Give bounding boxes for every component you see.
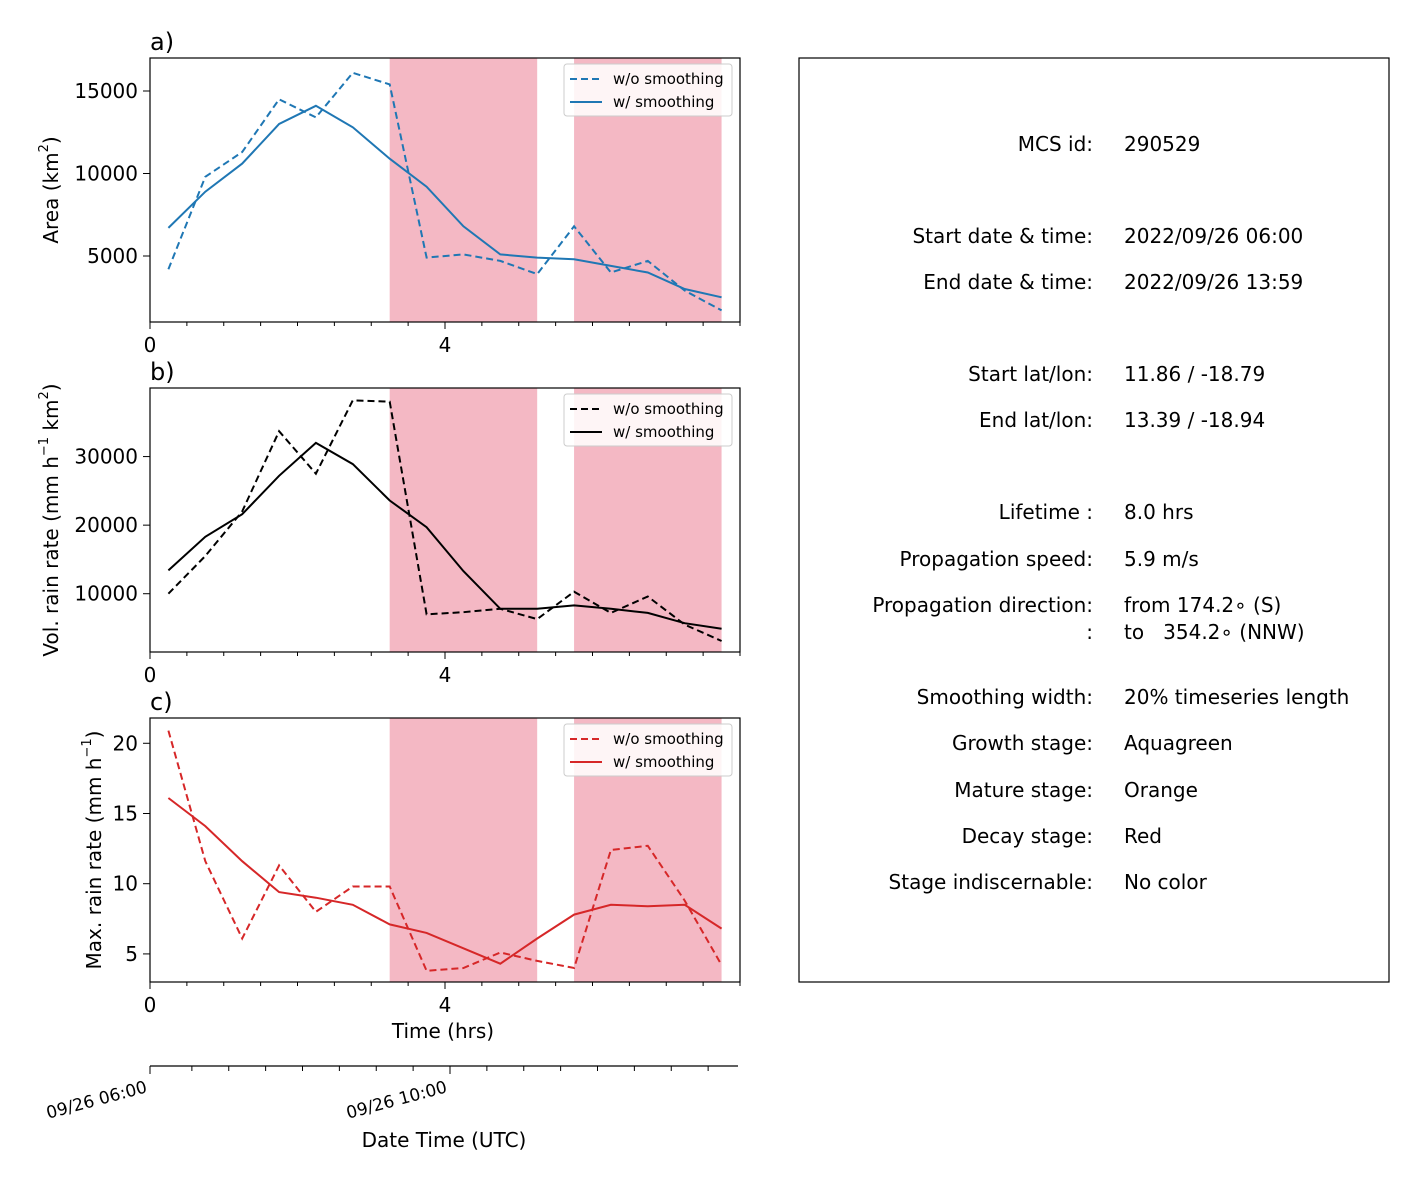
info-value: 20% timeseries length — [1124, 685, 1349, 709]
legend-entry: w/o smoothing — [613, 400, 724, 418]
date-time-axis: 09/26 06:00 09/26 10:00 Date Time (UTC) — [44, 1065, 738, 1152]
legend-box — [563, 723, 733, 777]
panel-area: 0 4 5000 10000 15000 a) Area (km2) w/o smoothin… — [37, 28, 741, 357]
x-tick-label: 0 — [144, 663, 157, 687]
y-tick-label: 20000 — [74, 513, 138, 537]
y-tick-label: 10 — [113, 872, 138, 896]
series-line-without-smoothing — [167, 71, 723, 312]
legend-entry: w/o smoothing — [613, 730, 724, 748]
y-axis-label-superscript: −1 — [37, 437, 52, 456]
info-label: Smoothing width: — [917, 685, 1093, 709]
info-value: No color — [1124, 870, 1208, 894]
date-tick-label: 09/26 10:00 — [344, 1078, 449, 1124]
info-label: Decay stage: — [962, 824, 1093, 848]
stage-shading-band — [389, 58, 538, 322]
y-axis-label: Max. rain rate (mm h−1) — [80, 731, 106, 970]
info-label: End date & time: — [923, 270, 1093, 294]
series-line-without-smoothing — [167, 730, 723, 972]
info-value: 11.86 / -18.79 — [1124, 362, 1265, 386]
info-value: from 174.2∘ (S) — [1124, 593, 1281, 617]
info-value: 2022/09/26 13:59 — [1124, 270, 1303, 294]
y-tick-label: 10000 — [74, 582, 138, 606]
y-tick-label: 15 — [113, 801, 138, 825]
y-axis-label-superscript: 2 — [37, 144, 52, 152]
info-label: Propagation speed: — [900, 547, 1093, 571]
info-label: Propagation direction: — [872, 593, 1093, 617]
panel-volumetric-rain-rate: 0 4 10000 20000 30000 b) Vol. rain rate (mm h−… — [37, 358, 741, 687]
x-tick-label: 0 — [144, 333, 157, 357]
info-value: 13.39 / -18.94 — [1124, 408, 1265, 432]
info-value: Orange — [1124, 778, 1198, 802]
y-axis-label-part: km — [39, 400, 63, 437]
info-label: Start date & time: — [912, 224, 1093, 248]
legend-box — [563, 393, 733, 447]
panel-letter: a) — [150, 28, 174, 56]
info-value: Red — [1124, 824, 1162, 848]
panel-letter: b) — [150, 358, 175, 386]
panel-max-rain-rate: 0 4 5 10 15 20 c) Max. rain rate (mm h−1) Time (… — [80, 688, 741, 1043]
legend-entry: w/ smoothing — [613, 93, 714, 111]
info-value: 8.0 hrs — [1124, 500, 1193, 524]
x-tick-label: 4 — [439, 663, 452, 687]
y-axis-label-part: ) — [82, 731, 106, 739]
series-line-without-smoothing — [167, 399, 723, 642]
info-value: 290529 — [1124, 132, 1200, 156]
info-panel: MCS id: 290529 Start date & time: 2022/09/2… — [798, 57, 1390, 983]
x-tick-label: 4 — [439, 993, 452, 1017]
y-axis-label-part: Max. rain rate (mm h — [82, 758, 106, 970]
series-line-with-smoothing — [167, 441, 722, 630]
info-label: Stage indiscernable: — [889, 870, 1093, 894]
y-tick-label: 10000 — [74, 162, 138, 186]
legend: w/o smoothing w/ smoothing — [563, 723, 733, 777]
info-value: 2022/09/26 06:00 — [1124, 224, 1303, 248]
info-frame — [798, 57, 1390, 983]
y-axis-label-part: Vol. rain rate (mm h — [39, 456, 63, 657]
stage-shading-band — [389, 388, 538, 652]
info-label: Growth stage: — [952, 731, 1093, 755]
info-value: to 354.2∘ (NNW) — [1124, 620, 1305, 644]
info-label: End lat/lon: — [979, 408, 1093, 432]
series-line-with-smoothing — [167, 104, 722, 299]
y-axis-label: Vol. rain rate (mm h−1 km2) — [37, 383, 63, 656]
x-axis-label: Time (hrs) — [391, 1019, 494, 1043]
y-axis-label-part: ) — [39, 136, 63, 144]
info-label: Start lat/lon: — [968, 362, 1093, 386]
y-axis-label-part: ) — [39, 383, 63, 391]
y-axis-label-part: Area (km — [39, 152, 63, 243]
legend-entry: w/o smoothing — [613, 70, 724, 88]
date-axis-label: Date Time (UTC) — [362, 1128, 527, 1152]
legend: w/o smoothing w/ smoothing — [563, 393, 733, 447]
info-value: Aquagreen — [1124, 731, 1233, 755]
date-tick-label: 09/26 06:00 — [44, 1078, 149, 1124]
y-tick-label: 5000 — [87, 244, 138, 268]
x-tick-label: 0 — [144, 993, 157, 1017]
y-axis-label-superscript: 2 — [37, 391, 52, 399]
y-tick-label: 5 — [125, 942, 138, 966]
info-label: Mature stage: — [954, 778, 1093, 802]
y-tick-label: 20 — [113, 731, 138, 755]
y-tick-label: 30000 — [74, 445, 138, 469]
info-label: MCS id: — [1018, 132, 1093, 156]
y-axis-label: Area (km2) — [37, 136, 63, 243]
panel-letter: c) — [150, 688, 173, 716]
stage-shading-band — [389, 718, 538, 982]
info-label: : — [1086, 620, 1093, 644]
legend: w/o smoothing w/ smoothing — [563, 63, 733, 117]
y-tick-label: 15000 — [74, 79, 138, 103]
legend-box — [563, 63, 733, 117]
x-tick-label: 4 — [439, 333, 452, 357]
y-axis-label-superscript: −1 — [80, 738, 95, 757]
info-value: 5.9 m/s — [1124, 547, 1199, 571]
legend-entry: w/ smoothing — [613, 753, 714, 771]
legend-entry: w/ smoothing — [613, 423, 714, 441]
series-line-with-smoothing — [167, 797, 723, 965]
info-label: Lifetime : — [999, 500, 1093, 524]
